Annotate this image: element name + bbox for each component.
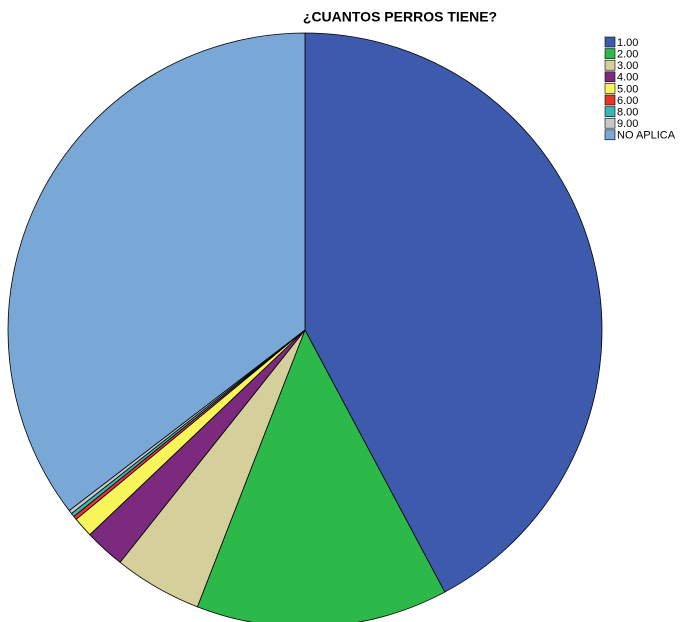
pie-slice [7, 32, 306, 512]
legend-label: 4.00 [617, 72, 638, 84]
pie-slice [196, 329, 446, 622]
legend-label: 2.00 [617, 49, 638, 61]
legend-swatch [604, 106, 616, 117]
legend-swatch [604, 59, 616, 71]
chart-title: ¿CUANTOS PERROS TIENE? [303, 9, 497, 25]
legend-label: 5.00 [617, 83, 638, 95]
legend-swatch [604, 36, 616, 48]
legend-swatch [604, 71, 616, 83]
legend-label: 9.00 [617, 118, 638, 130]
legend-swatch [604, 129, 616, 141]
legend-swatch [604, 94, 616, 106]
legend-swatch [604, 83, 616, 94]
legend-label: NO APLICA [617, 130, 676, 142]
legend-label: 3.00 [617, 60, 638, 72]
legend-label: 8.00 [617, 107, 638, 119]
legend-swatch [604, 117, 616, 129]
legend-label: 1.00 [617, 37, 638, 49]
legend-swatch [604, 48, 616, 59]
legend-label: 6.00 [617, 95, 638, 107]
pie-slice [304, 32, 603, 593]
